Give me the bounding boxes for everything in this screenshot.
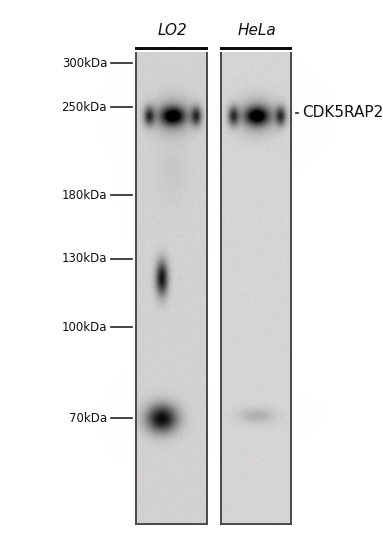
- Text: 300kDa: 300kDa: [62, 57, 107, 70]
- Text: 180kDa: 180kDa: [62, 189, 107, 202]
- Text: CDK5RAP2: CDK5RAP2: [303, 105, 383, 120]
- Text: 250kDa: 250kDa: [62, 101, 107, 114]
- Text: HeLa: HeLa: [237, 23, 276, 38]
- Text: 70kDa: 70kDa: [69, 411, 107, 425]
- Text: 100kDa: 100kDa: [62, 321, 107, 334]
- Text: 130kDa: 130kDa: [62, 252, 107, 265]
- Text: LO2: LO2: [157, 23, 187, 38]
